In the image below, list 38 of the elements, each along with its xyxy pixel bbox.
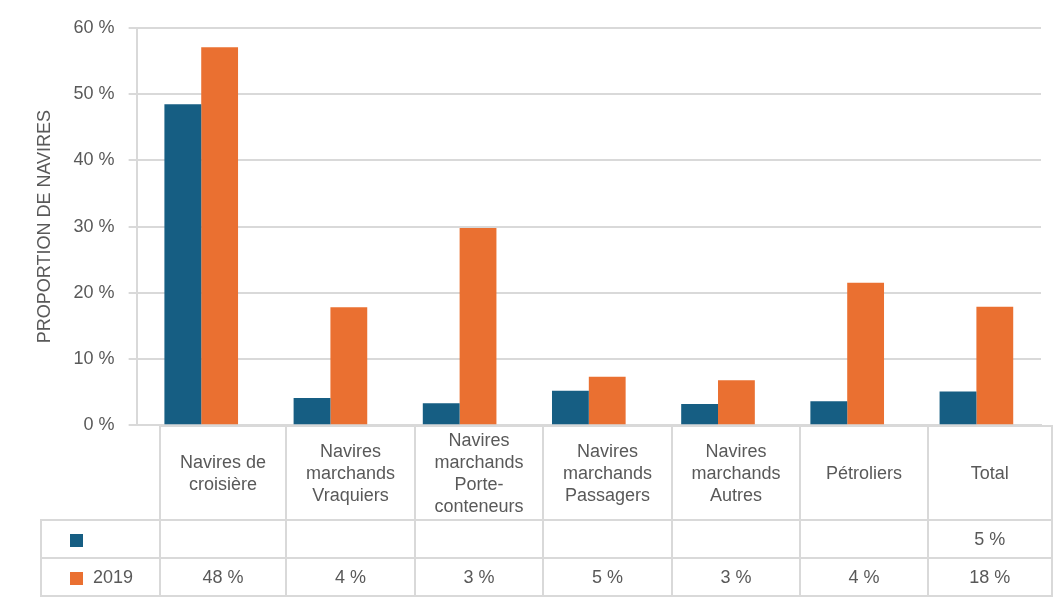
text: 4 % [800,558,928,597]
bar [939,391,977,425]
x-tick-label: Pétroliers [800,426,928,521]
x-tick-label: Navires marchands Vraquiers [286,426,415,521]
x-tick-label: Navires marchands Porte-conteneurs [414,426,544,521]
bar [847,282,885,425]
text: 3 % [671,558,801,597]
bar [976,306,1014,425]
text: 5 % [543,558,672,597]
x-tick-label: Navires de croisière [159,426,287,521]
bar [718,380,755,425]
bar [422,403,460,425]
y-axis-title: PROPORTION DE NAVIRES [33,109,54,344]
y-tick-label: 30 % [73,215,115,236]
bar [293,398,331,425]
text: 4 % [286,558,415,597]
bar [201,47,239,425]
y-tick-label: 60 % [73,16,115,37]
bar [330,307,368,425]
legend-label: 2019 [41,558,160,597]
y-tick-label: 50 % [73,83,115,104]
bar [164,104,202,425]
bar [459,227,497,425]
y-tick-label: 0 % [83,414,115,435]
x-tick-label: Navires marchands Passagers [543,426,672,521]
text: 48 % [159,558,287,597]
bar [810,401,848,425]
text: 5 % [927,520,1052,559]
x-tick-label: Total [927,426,1052,521]
y-tick-label: 20 % [73,281,115,302]
y-tick-label: 40 % [73,149,115,170]
bar [551,390,589,425]
bar [681,404,719,425]
text: 18 % [927,558,1052,597]
text: 3 % [414,558,544,597]
y-tick-label: 10 % [73,347,115,368]
x-tick-label: Navires marchands Autres [671,426,801,521]
bar [588,376,626,425]
